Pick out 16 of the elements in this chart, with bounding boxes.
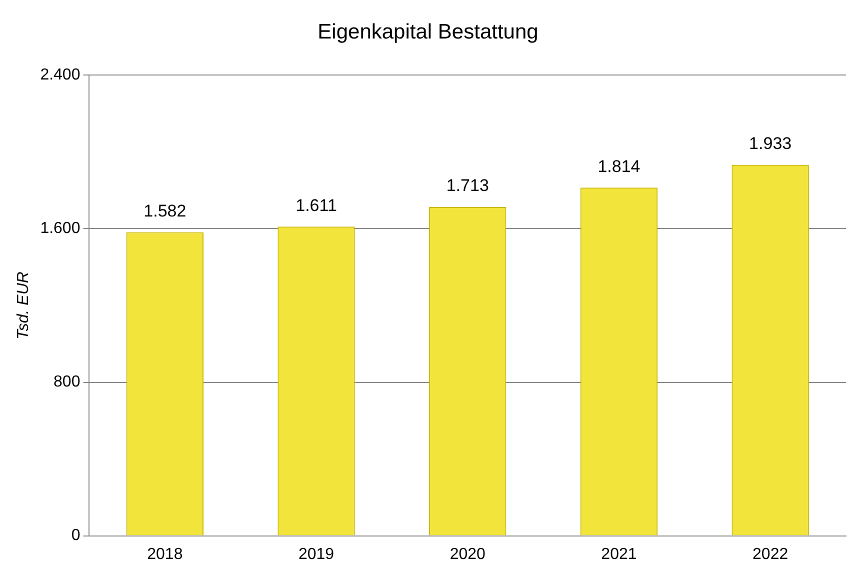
data-label: 1.582 bbox=[144, 201, 186, 220]
y-tick-label: 800 bbox=[54, 374, 80, 391]
x-tick-label: 2022 bbox=[752, 546, 788, 563]
data-label: 1.713 bbox=[446, 176, 489, 196]
chart-title: Eigenkapital Bestattung bbox=[318, 20, 538, 44]
data-label: 1.814 bbox=[598, 156, 640, 176]
data-label: 1.611 bbox=[296, 196, 337, 215]
x-tick-label: 2020 bbox=[450, 546, 486, 563]
data-label: 1.933 bbox=[749, 134, 792, 154]
y-tick-label: 2.400 bbox=[40, 66, 80, 84]
x-tick-label: 2019 bbox=[298, 546, 334, 563]
y-tick-label: 1.600 bbox=[40, 220, 80, 238]
y-axis-title: Tsd. EUR bbox=[15, 271, 32, 340]
x-tick-label: 2021 bbox=[601, 546, 637, 563]
y-tick-label: 0 bbox=[71, 527, 80, 544]
x-tick-label: 2018 bbox=[147, 546, 183, 563]
